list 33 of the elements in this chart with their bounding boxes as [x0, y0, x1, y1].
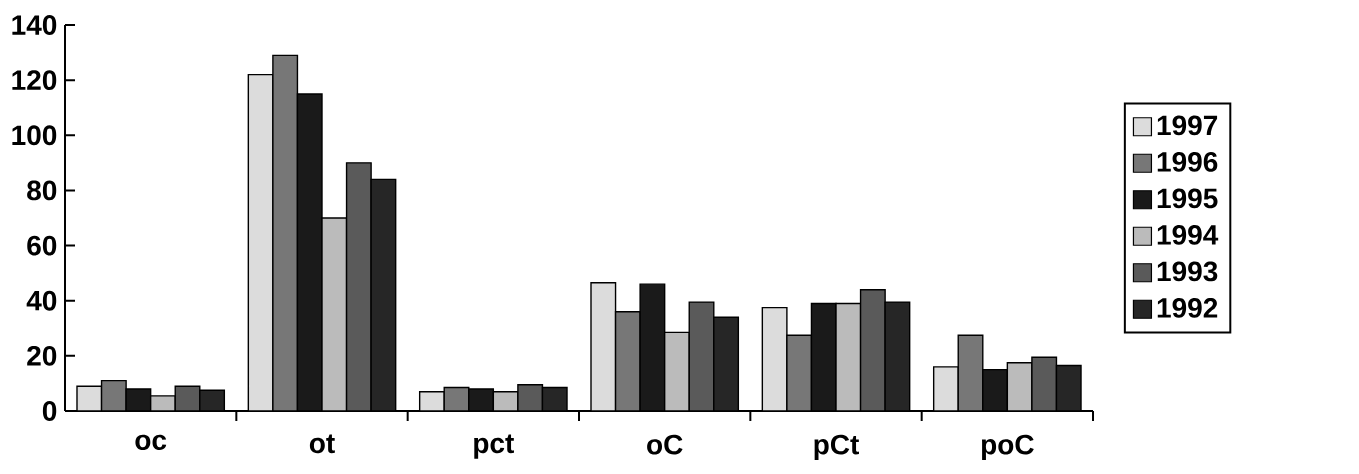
y-tick-label: 120	[12, 70, 57, 91]
bar	[932, 366, 959, 411]
y-tick-label: 80	[27, 180, 57, 201]
x-tick-label: oc	[135, 434, 167, 450]
x-tick-label: pct	[474, 434, 514, 459]
y-tick-label: 60	[27, 235, 57, 256]
bar	[321, 217, 348, 411]
bar	[663, 331, 690, 411]
bar	[835, 302, 862, 411]
x-tick-label: oC	[647, 434, 683, 455]
legend-label: 1993	[1157, 261, 1218, 282]
bar	[247, 73, 274, 411]
legend-label: 1994	[1157, 224, 1219, 245]
x-tick-label: ot	[309, 434, 335, 454]
bar	[1006, 362, 1033, 411]
bar	[639, 283, 666, 411]
bar	[296, 93, 323, 411]
legend-label: 1997	[1157, 115, 1218, 136]
legend-label: 1995	[1157, 188, 1218, 209]
bar	[810, 302, 837, 411]
bar	[418, 391, 445, 411]
x-tick-label: poC	[981, 434, 1034, 460]
bar	[982, 368, 1009, 411]
bar	[590, 282, 617, 411]
y-tick-label: 100	[12, 125, 57, 146]
y-tick-label: 20	[27, 345, 57, 366]
y-tick-label: 140	[12, 15, 57, 35]
legend-label: 1992	[1157, 297, 1218, 318]
legend-label: 1996	[1157, 151, 1218, 172]
y-tick-label: 0	[42, 401, 57, 421]
bar	[761, 306, 788, 411]
y-tick-label: 40	[26, 290, 57, 311]
x-tick-label: pCt	[814, 434, 859, 460]
